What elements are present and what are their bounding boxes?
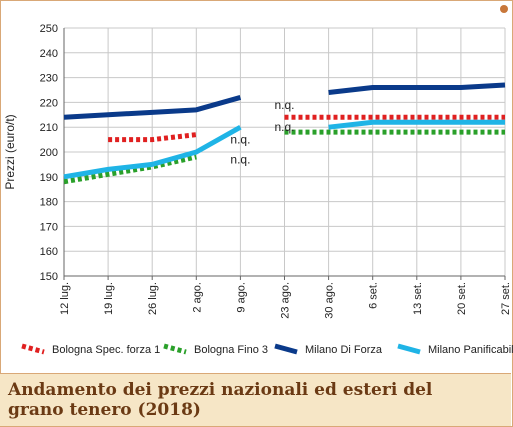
y-tick-label: 240 [40, 48, 58, 60]
x-tick-label: 20 set. [456, 282, 468, 315]
y-tick-label: 170 [40, 221, 58, 233]
caption-title: Andamento dei prezzi nazionali ed esteri… [8, 380, 433, 420]
series-line-3 [328, 82, 506, 95]
legend-label-4: Milano Panificabile [428, 344, 513, 356]
y-tick-label: 210 [40, 122, 58, 134]
x-tick-label: 2 ago. [191, 282, 203, 313]
x-tick-label: 9 ago. [235, 282, 247, 313]
series-line-3 [63, 95, 242, 120]
y-tick-label: 150 [40, 271, 58, 283]
y-tick-label: 220 [40, 97, 58, 109]
annotation-nq: n.q. [230, 133, 250, 147]
legend-label-2: Bologna Fino 3 [194, 344, 268, 356]
y-tick-label: 180 [40, 197, 58, 209]
legend-swatch-3 [274, 343, 298, 355]
x-tick-label: 27 set. [500, 282, 512, 315]
legend-label-1: Bologna Spec. forza 1 [52, 344, 160, 356]
y-axis-label: Prezzi (euro/t) [3, 114, 17, 189]
legend-swatch-4 [397, 343, 421, 355]
series-line-2 [63, 154, 197, 185]
legend-swatch-2 [163, 343, 187, 355]
x-tick-label: 13 set. [412, 282, 424, 315]
x-tick-label: 26 lug. [147, 282, 159, 315]
y-tick-label: 160 [40, 246, 58, 258]
series-line-4 [63, 125, 242, 180]
figure-caption: Andamento dei prezzi nazionali ed esteri… [0, 373, 511, 426]
y-tick-label: 190 [40, 172, 58, 184]
corner-mark [500, 5, 508, 13]
annotation-nq: n.q. [230, 152, 250, 166]
legend-swatch-1 [21, 343, 45, 355]
x-tick-label: 12 lug. [59, 282, 71, 315]
series-line-1 [108, 132, 197, 143]
annotation-nq: n.q. [275, 98, 295, 112]
legend-label-3: Milano Di Forza [305, 344, 383, 356]
y-tick-label: 250 [40, 23, 58, 35]
x-tick-label: 19 lug. [103, 282, 115, 315]
annotation-nq: n.q. [275, 120, 295, 134]
y-tick-label: 230 [40, 73, 58, 85]
series-line-4 [328, 119, 505, 130]
x-tick-label: 23 ago. [280, 282, 292, 319]
y-tick-label: 200 [40, 147, 58, 159]
x-tick-label: 6 set. [368, 282, 380, 309]
x-tick-label: 30 ago. [324, 282, 336, 319]
